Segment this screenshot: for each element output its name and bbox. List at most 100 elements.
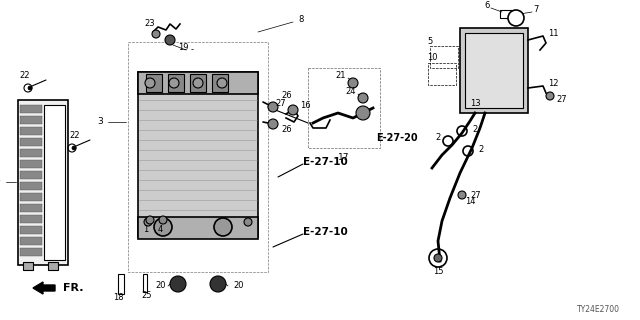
Bar [128,42,268,272]
Circle shape [348,78,358,88]
Text: -: - [191,45,193,54]
Text: 20: 20 [156,282,166,291]
Text: 3: 3 [97,117,103,126]
Text: 25: 25 [141,292,152,300]
Bar [20,149,42,157]
Text: 2: 2 [435,133,440,142]
Text: 27: 27 [556,95,566,105]
Bar [20,248,42,256]
Text: 17: 17 [339,154,349,163]
Text: 23: 23 [145,20,156,28]
Bar [146,74,162,92]
Bar [20,105,42,113]
Bar [18,100,68,265]
Circle shape [458,191,466,199]
Bar [20,237,42,245]
Circle shape [193,78,203,88]
Bar [138,217,258,239]
Circle shape [170,276,186,292]
Bar [20,127,42,135]
Circle shape [145,78,155,88]
Text: 6: 6 [484,2,490,11]
Bar [500,10,514,18]
Text: 19: 19 [178,44,189,52]
Bar [44,105,65,260]
Text: 2: 2 [478,145,483,154]
Text: 13: 13 [470,99,480,108]
Bar [20,204,42,212]
Circle shape [165,35,175,45]
Circle shape [508,10,524,26]
Circle shape [159,216,167,224]
Text: 8: 8 [298,15,303,25]
Text: 10: 10 [427,53,437,62]
Text: E-27-20: E-27-20 [376,133,418,143]
Bar [20,193,42,201]
Text: 22: 22 [20,71,30,81]
Circle shape [144,218,152,226]
Bar [20,215,42,223]
Text: 26: 26 [281,91,292,100]
Text: 18: 18 [113,293,124,302]
Circle shape [434,254,442,262]
Circle shape [28,86,32,90]
Bar [23,262,33,270]
Text: 24: 24 [346,87,356,97]
Bar [430,46,458,68]
Circle shape [72,146,76,150]
Text: TY24E2700: TY24E2700 [577,306,620,315]
Bar [190,74,206,92]
Circle shape [356,106,370,120]
Circle shape [210,276,226,292]
Circle shape [268,102,278,112]
FancyArrow shape [33,282,55,294]
Bar [20,171,42,179]
Circle shape [214,218,232,236]
Bar [138,72,258,237]
Circle shape [154,218,172,236]
Bar [460,28,528,113]
Text: 11: 11 [548,28,559,37]
Bar [20,182,42,190]
Text: 27: 27 [470,190,481,199]
Bar [428,63,456,85]
Text: 21: 21 [335,71,346,81]
Text: 20: 20 [233,282,243,291]
Circle shape [152,30,160,38]
Circle shape [244,218,252,226]
Text: 15: 15 [433,267,444,276]
Circle shape [546,92,554,100]
Bar [20,226,42,234]
Text: 26: 26 [281,124,292,133]
Bar [20,160,42,168]
Circle shape [288,105,298,115]
Text: 27: 27 [275,99,286,108]
Bar [20,138,42,146]
Circle shape [268,119,278,129]
Bar [20,116,42,124]
Bar [212,74,228,92]
Bar [48,262,58,270]
Text: 4: 4 [157,226,163,235]
Bar [118,274,124,294]
Text: 1: 1 [143,226,148,235]
Text: 5: 5 [428,37,433,46]
Circle shape [217,78,227,88]
Bar [138,72,258,94]
Circle shape [358,93,368,103]
Bar [465,33,523,108]
Bar [168,74,184,92]
Bar [308,68,380,148]
Text: E-27-10: E-27-10 [303,227,348,237]
Text: 7: 7 [533,5,538,14]
Text: 2: 2 [472,124,477,133]
Text: 12: 12 [548,78,559,87]
Text: 16: 16 [300,101,310,110]
Text: E-27-10: E-27-10 [303,157,348,167]
Text: FR.: FR. [63,283,83,293]
Text: 22: 22 [70,131,80,140]
Circle shape [146,216,154,224]
Text: 14: 14 [465,196,476,205]
Circle shape [169,78,179,88]
Bar [143,274,147,292]
